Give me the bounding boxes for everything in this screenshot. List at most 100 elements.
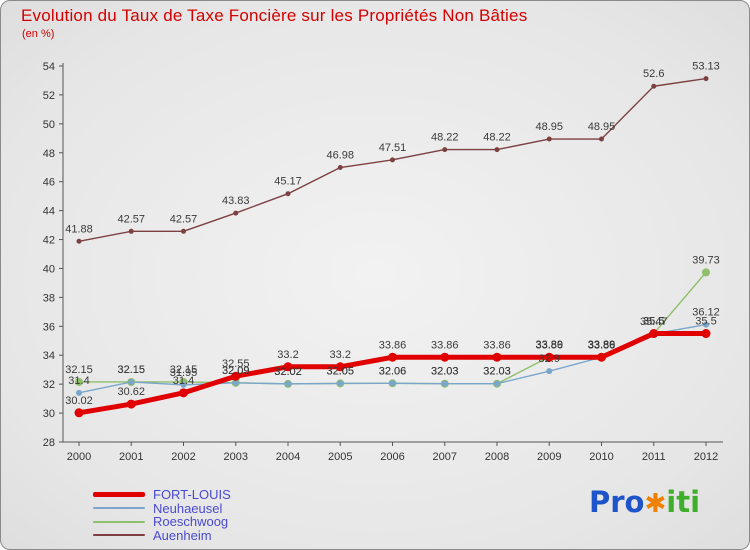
y-tick-label: 52 [43,90,55,102]
series-point-fort-louis [335,362,345,372]
point-label-fort-louis: 33.86 [379,339,407,351]
point-label-neuhaeusel: 32.06 [379,365,407,377]
legend-swatch-neuhaeusel [93,507,145,510]
legend-swatch-roeschwoog [93,520,145,523]
y-tick-label: 44 [43,206,55,218]
point-label-roeschwoog: 39.73 [692,254,720,266]
y-tick-label: 30 [43,408,55,420]
x-tick-label: 2003 [224,451,248,463]
point-label-roeschwoog: 32.15 [117,364,145,376]
point-label-fort-louis: 30.02 [65,395,93,407]
point-label-roeschwoog: 33.89 [535,339,563,351]
point-label-auenheim: 41.88 [65,223,93,235]
point-label-roeschwoog: 32.02 [274,366,302,378]
series-point-fort-louis [231,371,241,381]
point-label-neuhaeusel: 32.05 [326,365,354,377]
chart-subtitle: (en %) [22,28,55,40]
point-label-fort-louis: 33.86 [431,339,459,351]
series-point-fort-louis [492,352,502,362]
series-point-neuhaeusel [76,389,82,396]
series-point-roeschwoog [75,377,83,386]
series-point-neuhaeusel [232,379,239,386]
x-tick-label: 2004 [276,451,300,463]
y-tick-label: 28 [43,437,55,449]
series-point-fort-louis [179,388,188,398]
series-point-auenheim [494,147,500,153]
y-tick-label: 54 [43,61,55,73]
series-point-fort-louis [701,329,711,339]
point-label-neuhaeusel: 32.02 [274,366,302,378]
point-label-fort-louis: 33.2 [277,349,298,361]
point-label-neuhaeusel: 32.15 [117,364,145,376]
series-point-neuhaeusel [494,380,500,387]
legend: FORT-LOUIS Neuhaeusel Roeschwoog Auenheim [93,488,231,542]
point-label-neuhaeusel: 32.9 [539,353,560,365]
series-point-fort-louis [283,362,293,372]
y-tick-label: 38 [43,292,55,304]
y-tick-label: 50 [43,119,55,131]
legend-item-fort-louis: FORT-LOUIS [93,488,231,502]
chart-title: Evolution du Taux de Taxe Foncière sur l… [21,6,528,25]
series-point-auenheim [651,83,657,89]
series-point-fort-louis [649,329,659,339]
y-tick-label: 36 [43,321,55,333]
y-tick-label: 46 [43,177,55,189]
logo-star-icon: ✱ [644,489,667,519]
x-tick-label: 2002 [171,451,195,463]
legend-label-neuhaeusel: Neuhaeusel [153,500,223,516]
series-point-auenheim [181,228,186,234]
series-point-auenheim [599,136,604,142]
series-point-neuhaeusel [389,380,396,387]
point-label-fort-louis: 33.86 [588,339,616,351]
point-label-auenheim: 48.95 [535,121,563,133]
point-label-neuhaeusel: 32.09 [222,365,250,377]
series-point-auenheim [285,191,291,197]
series-point-fort-louis [388,352,397,362]
x-tick-label: 2011 [642,451,666,463]
series-point-neuhaeusel [337,380,344,387]
x-tick-label: 2001 [119,451,143,463]
series-point-auenheim [442,147,448,153]
series-point-neuhaeusel [441,380,448,387]
point-label-fort-louis: 30.62 [117,386,145,398]
point-label-roeschwoog: 32.15 [65,364,93,376]
point-label-auenheim: 45.17 [274,176,302,188]
y-tick-label: 32 [43,379,55,391]
point-label-fort-louis: 33.86 [535,339,563,351]
proxiti-logo: Pro✱iti [589,485,700,519]
legend-swatch-fort-louis [93,492,145,498]
legend-item-auenheim: Auenheim [93,529,231,543]
series-point-fort-louis [597,352,606,362]
x-tick-label: 2005 [328,451,352,463]
point-label-neuhaeusel: 36.12 [692,307,720,319]
series-point-auenheim [546,136,552,142]
logo-text-pro: Pro [589,485,645,519]
legend-label-fort-louis: FORT-LOUIS [153,487,231,503]
series-point-neuhaeusel [285,380,291,387]
series-point-fort-louis [544,352,554,362]
series-point-fort-louis [74,408,84,418]
point-label-auenheim: 42.57 [117,213,145,225]
point-label-roeschwoog: 32.05 [326,365,354,377]
series-point-auenheim [337,165,343,171]
point-label-auenheim: 42.57 [170,213,198,225]
point-label-fort-louis: 33.2 [330,349,351,361]
point-label-roeschwoog: 32.03 [431,366,459,378]
point-label-roeschwoog: 32.15 [170,364,198,376]
series-point-fort-louis [440,352,450,362]
point-label-fort-louis: 33.86 [483,339,511,351]
x-tick-label: 2007 [433,451,457,463]
y-tick-label: 42 [43,235,55,247]
legend-item-neuhaeusel: Neuhaeusel [93,502,231,516]
x-tick-label: 2012 [694,451,718,463]
point-label-neuhaeusel: 31.4 [68,375,89,387]
legend-swatch-auenheim [93,534,145,537]
point-label-neuhaeusel: 32.03 [431,366,459,378]
point-label-roeschwoog: 33.89 [588,339,616,351]
point-label-roeschwoog: 32.03 [483,366,511,378]
point-label-fort-louis: 35.5 [695,316,716,328]
point-label-neuhaeusel: 31.95 [170,367,198,379]
point-label-auenheim: 43.83 [222,195,250,207]
